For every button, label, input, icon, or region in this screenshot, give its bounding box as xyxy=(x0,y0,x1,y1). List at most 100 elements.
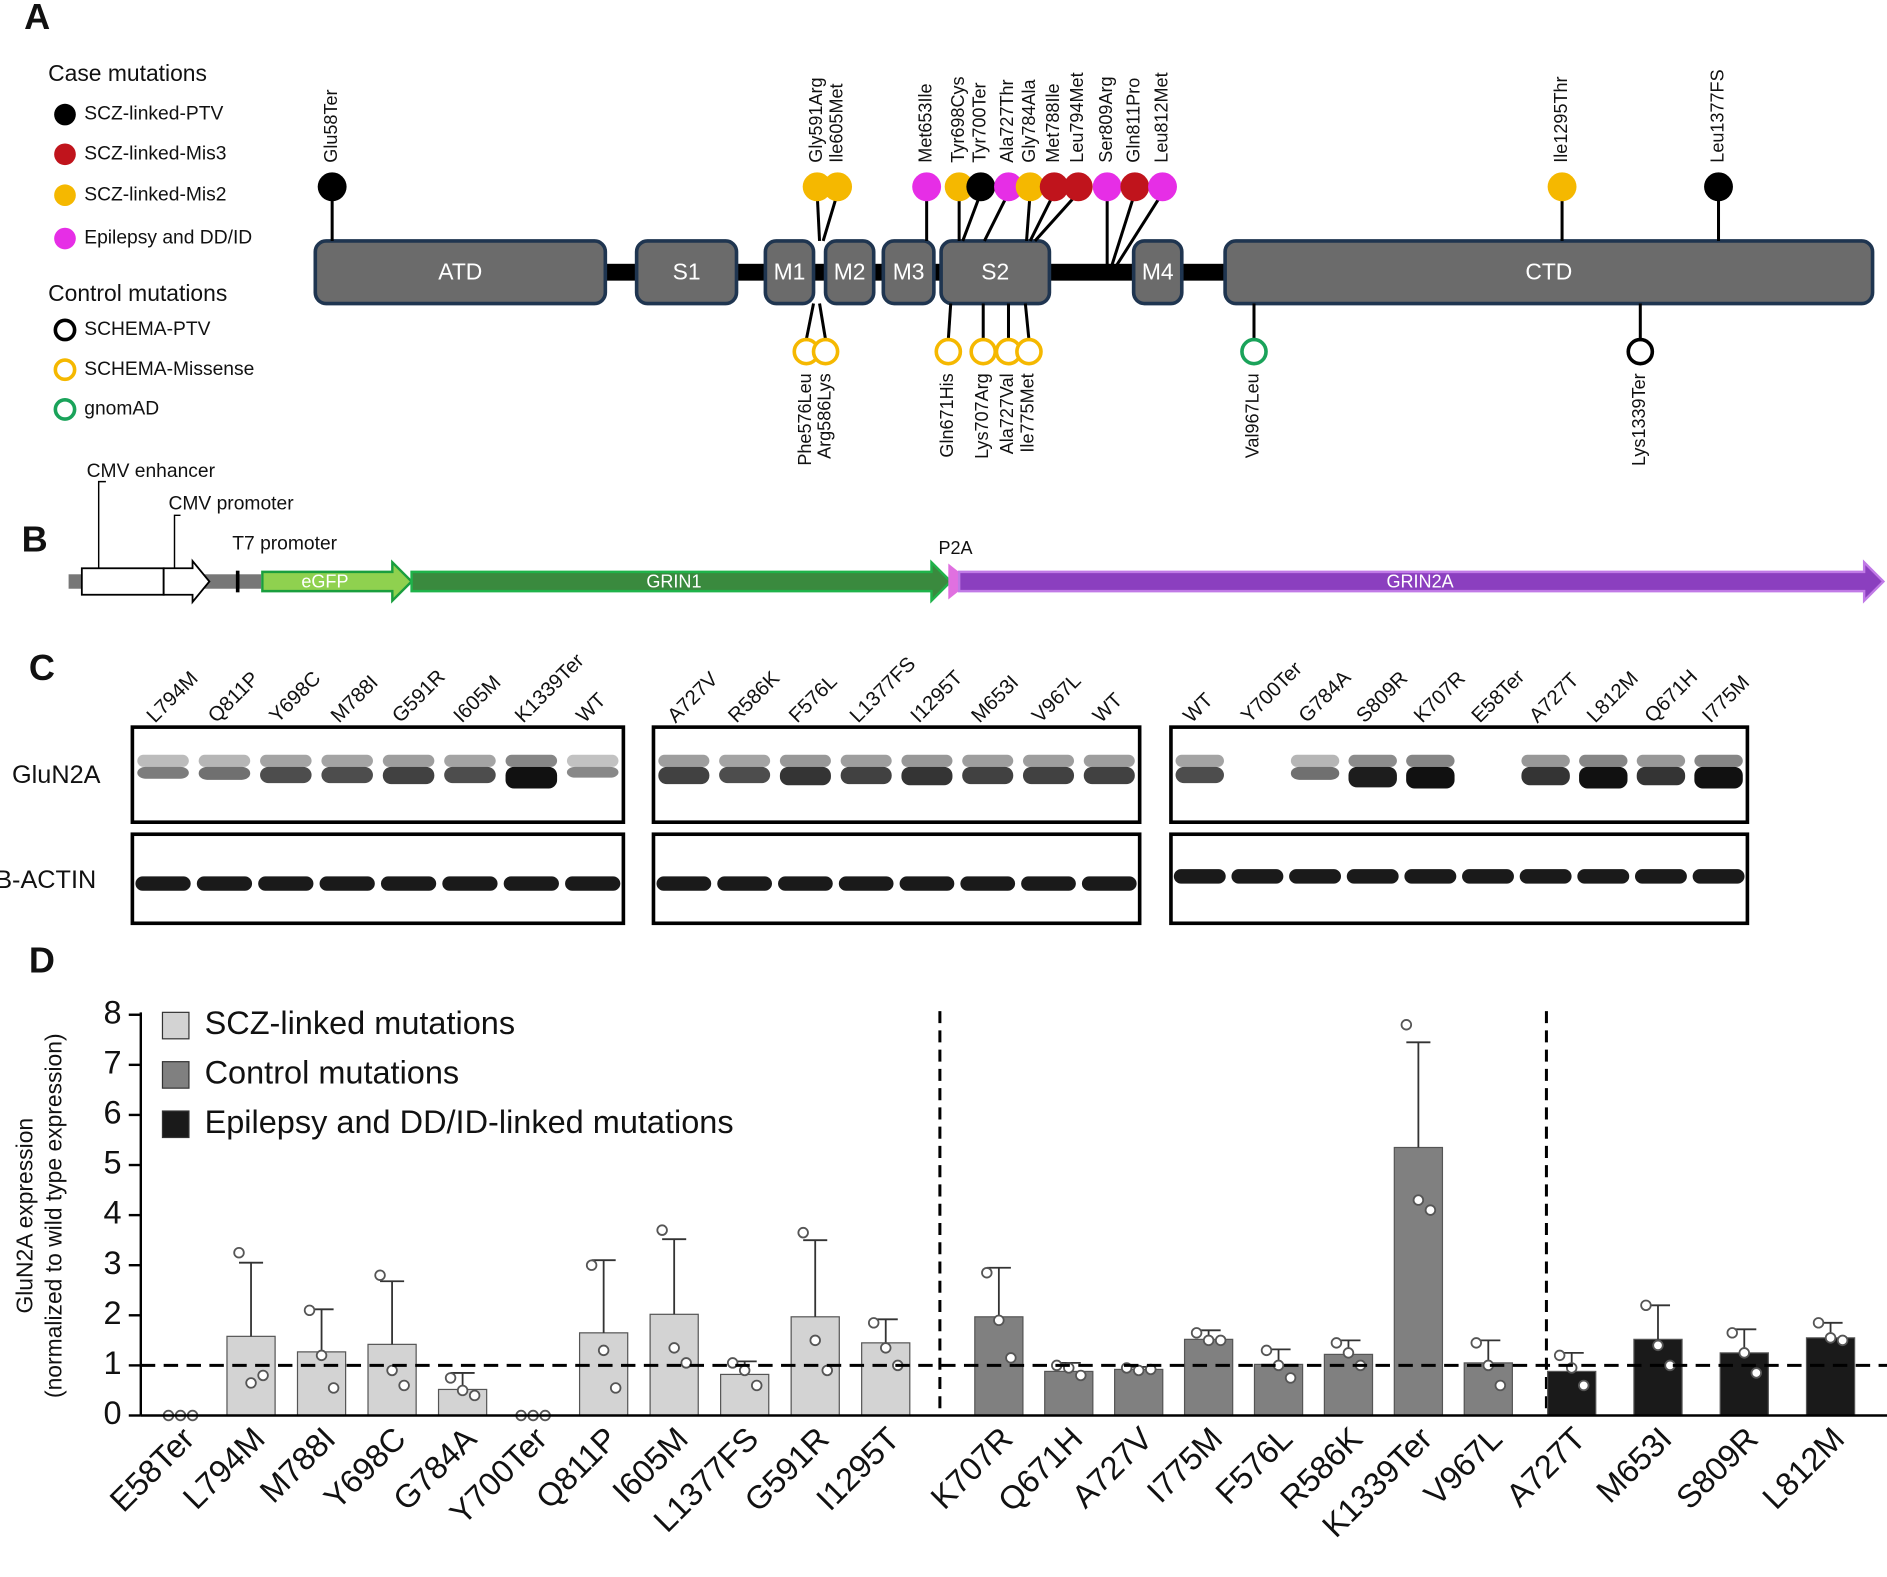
band xyxy=(1021,876,1076,891)
data-point xyxy=(680,1357,692,1369)
mutation-label: Phe576Leu xyxy=(795,373,815,465)
mutation-label: Gly784Ala xyxy=(1019,78,1039,162)
band xyxy=(1022,766,1075,785)
y-tick-label: 7 xyxy=(103,1044,121,1080)
band xyxy=(1346,869,1399,884)
band xyxy=(1579,766,1628,789)
bar xyxy=(1393,1146,1444,1417)
y-tick-label: 5 xyxy=(103,1145,121,1181)
data-point xyxy=(726,1357,739,1369)
lane-label: Y700Ter xyxy=(1236,657,1306,727)
label: CMV enhancer xyxy=(87,461,216,482)
data-point xyxy=(1214,1334,1227,1347)
data-point xyxy=(1750,1367,1763,1379)
bar xyxy=(1114,1368,1164,1417)
band xyxy=(196,876,253,891)
band xyxy=(899,876,955,891)
data-point xyxy=(374,1269,386,1281)
label: T7 promoter xyxy=(232,533,337,554)
band xyxy=(658,766,710,785)
y-axis-label: GluN2A expression xyxy=(12,1118,38,1314)
data-point xyxy=(1400,1019,1413,1031)
band xyxy=(656,876,712,891)
error-bar xyxy=(1645,1304,1671,1340)
x-tick-label: A727T xyxy=(1499,1420,1592,1513)
mutation-label: Val967Leu xyxy=(1243,373,1263,458)
bar xyxy=(1719,1352,1769,1417)
domain xyxy=(1131,239,1184,306)
band xyxy=(901,766,953,786)
bar xyxy=(367,1343,417,1417)
bar xyxy=(226,1335,276,1417)
data-point xyxy=(809,1334,821,1347)
band xyxy=(1348,766,1397,788)
mutation-label: Glu58Ter xyxy=(321,89,341,162)
mutation-marker xyxy=(1240,337,1268,366)
band xyxy=(960,876,1016,891)
callout xyxy=(173,514,181,569)
mutation-marker xyxy=(994,172,1023,202)
element-label: GRIN2A xyxy=(1386,571,1453,591)
legend-label: SCHEMA-PTV xyxy=(84,319,210,340)
mutation-label: Ile1295Thr xyxy=(1551,76,1571,162)
lane-label: F576L xyxy=(784,670,841,727)
lane-label: G591R xyxy=(388,665,450,727)
mutation-marker xyxy=(934,337,963,366)
error-bar xyxy=(591,1259,616,1333)
lane-label: E58Ter xyxy=(1467,665,1529,727)
lane-label: I1295T xyxy=(906,666,968,728)
mutation-label: Ile605Met xyxy=(826,83,846,162)
data-point xyxy=(797,1226,809,1239)
grin2a-arrow xyxy=(957,559,1886,604)
data-point xyxy=(468,1389,481,1402)
legend-marker xyxy=(53,358,77,382)
data-point xyxy=(1005,1352,1017,1364)
band xyxy=(1462,869,1514,884)
x-tick-label: L812M xyxy=(1756,1420,1852,1516)
element-label: P2A xyxy=(938,538,972,558)
mutation-label: Tyr700Ter xyxy=(970,82,990,162)
egfp-arrow xyxy=(261,559,414,604)
mutation-marker xyxy=(1092,172,1122,202)
panel-label: D xyxy=(29,940,55,981)
lane-label: M788I xyxy=(326,671,382,727)
mutation-label: Ala727Thr xyxy=(997,79,1017,162)
data-point xyxy=(1424,1204,1437,1216)
x-tick-label: A727V xyxy=(1065,1420,1160,1515)
data-point xyxy=(597,1344,610,1357)
domain-label: ATD xyxy=(438,258,482,284)
x-tick-label: Q811P xyxy=(529,1420,624,1515)
data-point xyxy=(1132,1364,1145,1377)
callout xyxy=(97,480,106,569)
row-label: GluN2A xyxy=(12,761,101,789)
legend-label: SCZ-linked-Mis3 xyxy=(84,143,226,164)
domain-label: M1 xyxy=(774,258,806,284)
mutation-label: Met788Ile xyxy=(1043,83,1063,162)
band xyxy=(258,876,314,891)
x-tick-label: V967L xyxy=(1417,1420,1509,1512)
stem xyxy=(983,192,1010,242)
domain xyxy=(763,239,816,306)
data-point xyxy=(867,1317,880,1329)
lane-label: R586K xyxy=(724,667,785,728)
data-point xyxy=(1284,1372,1297,1384)
bar xyxy=(861,1342,911,1417)
band xyxy=(779,766,831,786)
lane-label: Y698C xyxy=(265,667,325,727)
data-point xyxy=(444,1372,457,1384)
band xyxy=(260,766,312,784)
stem xyxy=(818,303,828,340)
mutation-label: Arg586Lys xyxy=(814,373,834,459)
legend-title: Case mutations xyxy=(48,60,207,86)
y-axis-label: (normalized to wild type expression) xyxy=(40,1033,66,1398)
band xyxy=(1694,754,1743,767)
bar xyxy=(1253,1363,1304,1417)
band xyxy=(1636,766,1686,786)
data-point xyxy=(1812,1317,1825,1329)
grin1-arrow xyxy=(410,559,953,604)
legend-label: SCZ-linked-Mis2 xyxy=(84,184,226,205)
band xyxy=(1579,754,1628,767)
error-bar xyxy=(1406,1041,1431,1148)
band xyxy=(503,876,559,891)
band xyxy=(1521,754,1570,767)
